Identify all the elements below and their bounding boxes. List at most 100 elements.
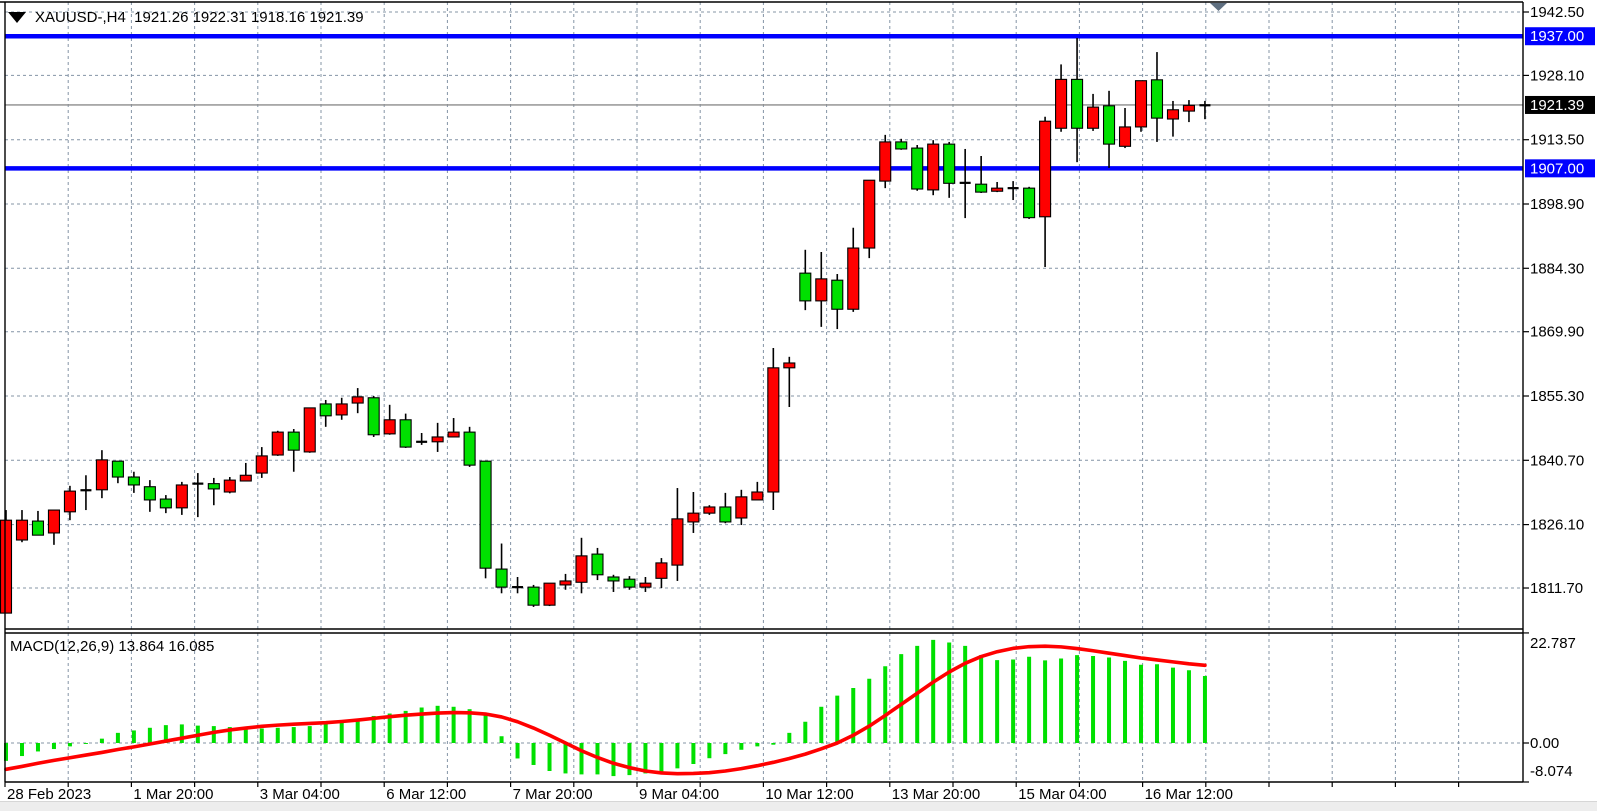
time-axis-label: 7 Mar 20:00	[513, 786, 593, 803]
bull-candle	[447, 431, 460, 438]
bear-candle	[1102, 105, 1116, 145]
time-axis-label: 1 Mar 20:00	[133, 786, 213, 803]
bull-candle	[1182, 104, 1196, 112]
bear-candle	[367, 397, 380, 436]
candles	[0, 37, 1211, 614]
price-axis-label: 1869.90	[1530, 324, 1584, 341]
bear-candle	[111, 460, 124, 478]
bear-candle	[943, 143, 956, 184]
time-axis-label: 10 Mar 12:00	[765, 786, 853, 803]
bear-candle	[399, 419, 412, 448]
bear-candle	[607, 576, 620, 582]
bear-candle	[463, 431, 476, 466]
bull-candle	[431, 436, 444, 443]
price-axis-label: 1855.30	[1530, 388, 1584, 405]
time-axis-label: 28 Feb 2023	[7, 786, 91, 803]
chart-symbol-title: XAUUSD-,H4 1921.26 1922.31 1918.16 1921.…	[8, 9, 364, 26]
bull-candle	[335, 403, 348, 416]
price-axis-label: 1942.50	[1530, 4, 1584, 21]
bull-candle	[351, 396, 364, 404]
bull-candle	[927, 143, 940, 191]
bull-candle	[847, 247, 860, 310]
bid-price-badge	[1525, 95, 1595, 114]
price-axis-label: 1826.10	[1530, 517, 1584, 534]
macd-signal-line	[4, 644, 1207, 776]
bull-candle	[383, 419, 396, 435]
bull-candle	[639, 582, 652, 588]
bull-candle	[1039, 120, 1052, 218]
time-axis-label: 15 Mar 04:00	[1018, 786, 1106, 803]
bull-candle	[1134, 80, 1148, 128]
bear-candle	[1150, 79, 1164, 119]
bull-candle	[575, 555, 588, 583]
macd-axis-label: -8.074	[1530, 763, 1573, 780]
bull-candle	[255, 455, 268, 474]
macd-histogram	[4, 639, 1207, 777]
price-axis-label: 1913.50	[1530, 132, 1584, 149]
time-axis[interactable]: 28 Feb 2023 1 Mar 20:00 3 Mar 04:00 6 Mar 1…	[4, 782, 1460, 803]
bear-candle	[287, 431, 300, 451]
bull-candle	[991, 187, 1004, 192]
bull-candle	[655, 562, 668, 579]
symbol-ohlc-text: XAUUSD-,H4 1921.26 1922.31 1918.16 1921.…	[35, 9, 364, 26]
bull-candle	[815, 278, 828, 302]
bull-candle	[271, 431, 284, 456]
time-axis-label: 16 Mar 12:00	[1145, 786, 1233, 803]
bull-candle	[239, 474, 252, 482]
bull-candle	[1166, 109, 1180, 120]
time-axis-label: 13 Mar 20:00	[892, 786, 980, 803]
status-strip	[0, 801, 1597, 811]
price-axis-label: 1884.30	[1530, 260, 1584, 277]
bear-candle	[1071, 78, 1084, 129]
time-axis-label: 6 Mar 12:00	[386, 786, 466, 803]
bear-candle	[319, 403, 332, 417]
time-axis-label: 3 Mar 04:00	[260, 786, 340, 803]
bear-candle	[591, 553, 604, 576]
bull-candle	[15, 519, 29, 541]
bull-candle	[223, 479, 236, 493]
price-axis[interactable]: 1942.50 1928.10 1913.50 1898.90 1884.30 1869.…	[1523, 4, 1595, 597]
macd-indicator-label: MACD(12,26,9) 13.864 16.085	[10, 638, 215, 655]
bear-candle	[719, 506, 732, 523]
resistance-price-badge	[1525, 27, 1595, 46]
bull-candle	[1118, 126, 1132, 147]
bull-candle	[751, 491, 764, 501]
bull-candle	[671, 518, 684, 566]
bear-candle	[623, 578, 636, 588]
symbol-dropdown-icon	[8, 12, 26, 23]
bull-candle	[0, 519, 13, 614]
bear-candle	[127, 476, 140, 486]
bull-candle	[175, 484, 188, 509]
bear-candle	[911, 147, 924, 190]
resistance-price-badge-text: 1937.00	[1530, 28, 1584, 45]
price-axis-label: 1928.10	[1530, 67, 1584, 84]
bull-candle	[879, 141, 892, 182]
bull-candle	[687, 512, 700, 523]
bull-candle	[863, 179, 876, 249]
bear-candle	[207, 483, 220, 490]
bear-candle	[479, 460, 492, 569]
macd-axis-label: 0.00	[1530, 735, 1559, 752]
bear-candle	[1023, 187, 1036, 219]
bear-candle	[159, 498, 172, 509]
bear-candle	[831, 279, 844, 310]
bear-candle	[895, 141, 908, 150]
bid-price-badge-text: 1921.39	[1530, 97, 1584, 114]
support-price-badge	[1525, 159, 1595, 178]
macd-axis-label: 22.787	[1530, 635, 1576, 652]
bull-candle	[47, 509, 61, 534]
chart-shift-marker-icon[interactable]	[1210, 3, 1227, 11]
time-axis-label: 9 Mar 04:00	[639, 786, 719, 803]
bull-candle	[63, 490, 76, 513]
price-axis-label: 1840.70	[1530, 452, 1584, 469]
bear-candle	[527, 586, 540, 606]
price-axis-label: 1898.90	[1530, 196, 1584, 213]
bear-candle	[31, 520, 45, 536]
macd-axis[interactable]: 22.787 0.00 -8.074	[1523, 632, 1576, 783]
bull-candle	[559, 580, 572, 586]
bear-candle	[495, 568, 508, 588]
bear-candle	[799, 272, 812, 302]
